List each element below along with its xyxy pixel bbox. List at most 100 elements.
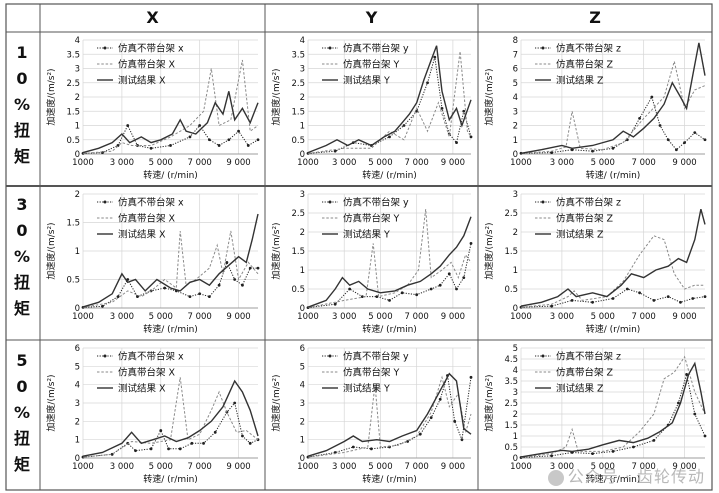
data-point — [455, 287, 458, 291]
y-tick-label: 2.5 — [504, 209, 518, 219]
x-tick-label: 5 000 — [368, 312, 392, 322]
x-tick-label: 1000 — [297, 158, 319, 168]
data-point — [134, 449, 137, 453]
legend-label: 测试结果 X — [118, 75, 166, 87]
legend-label: 仿真带台架 Z — [556, 213, 614, 225]
y-tick-label: 3.5 — [291, 50, 305, 60]
chart-svg: 0 0.5 1 1.5 2 2.5 3 1000 3 000 5 000 7 000 9 000 转速/… — [270, 190, 473, 335]
y-tick-label: 0 — [75, 304, 80, 314]
y-tick-label: 0.5 — [291, 136, 305, 146]
y-tick-label: 1 — [75, 122, 80, 132]
y-tick-label: 1 — [300, 122, 305, 132]
x-tick-label: 5 000 — [591, 312, 615, 322]
legend-label: 仿真不带台架 x — [118, 197, 184, 209]
y-tick-label: 1 — [513, 136, 518, 146]
data-point — [418, 432, 422, 436]
data-point — [632, 445, 635, 449]
x-tick-label: 7 000 — [631, 158, 655, 168]
x-tick-label: 3 000 — [332, 158, 356, 168]
data-point — [178, 447, 182, 451]
chart-svg: 0 1 2 3 4 5 6 1000 3 000 5 000 7 000 9 000 转速/ (r/mi… — [45, 344, 260, 485]
legend-label: 测试结果 Y — [343, 75, 390, 87]
y-tick-label: 2 — [513, 122, 518, 132]
x-tick-label: 9 000 — [226, 158, 250, 168]
data-point — [406, 440, 410, 443]
legend-marker — [103, 354, 107, 358]
series-line — [307, 375, 472, 458]
y-tick-label: 0 — [513, 150, 518, 160]
series-line — [520, 355, 706, 459]
y-tick-label: 0 — [513, 454, 518, 464]
x-tick-label: 1000 — [72, 462, 94, 472]
y-tick-label: 4 — [513, 93, 518, 103]
chart-svg: 0 0.5 1 1.5 2 2.5 3 1000 3 000 5 000 7 000 9 000 转速/… — [483, 190, 707, 335]
x-tick-label: 3 000 — [332, 312, 356, 322]
legend-label: 仿真不带台架 x — [118, 43, 184, 55]
x-tick-label: 1000 — [510, 462, 532, 472]
y-tick-label: 2 — [75, 190, 80, 200]
chart-panel: 0 0.5 1 1.5 2 2.5 3 1000 3 000 5 000 7 000 9 000 转速/… — [481, 188, 709, 338]
legend-marker — [541, 354, 545, 358]
x-tick-label: 9 000 — [672, 462, 696, 472]
y-tick-label: 3.5 — [66, 50, 80, 60]
x-tick-label: 3 000 — [332, 462, 356, 472]
y-axis-label: 加速度/(m/s²) — [45, 374, 57, 431]
data-point — [159, 429, 163, 432]
y-axis-label: 加速度/(m/s²) — [483, 222, 495, 279]
y-tick-label: 2 — [513, 228, 518, 238]
x-tick-label: 1000 — [297, 462, 319, 472]
legend-label: 仿真带台架 Z — [556, 59, 614, 71]
row-label-30pct: 3 0% 扭矩 — [13, 195, 31, 318]
series-line — [82, 261, 258, 308]
x-tick-label: 7 000 — [404, 312, 428, 322]
series-line — [307, 51, 472, 154]
y-axis-label: 加速度/(m/s²) — [270, 68, 282, 125]
legend-label: 仿真不带台架 y — [343, 43, 409, 55]
legend-label: 仿真带台架 X — [118, 59, 176, 71]
data-point — [388, 135, 391, 139]
data-point — [703, 138, 707, 142]
row-label-10pct: 1 0% 扭矩 — [13, 43, 31, 166]
x-tick-label: 9 000 — [672, 158, 696, 168]
series-line — [520, 361, 706, 458]
series-line — [520, 235, 705, 308]
legend-marker — [328, 200, 332, 204]
data-point — [438, 397, 442, 401]
chart-svg: 00.511.522.533.544.55 1000 3 000 5 000 7 000… — [483, 344, 707, 485]
data-point — [167, 447, 170, 451]
data-point — [256, 138, 260, 142]
y-tick-label: 1.5 — [66, 219, 80, 229]
legend-label: 仿真不带台架 z — [556, 43, 621, 55]
y-tick-label: 3 — [513, 388, 518, 398]
x-tick-label: 1000 — [510, 312, 532, 322]
chart-svg: 0 0.5 1 1.5 2 1000 3 000 5 000 7 000 9 000 转速/ (r/… — [45, 190, 260, 335]
x-axis-label: 转速/ (r/min) — [143, 169, 198, 181]
y-tick-label: 2.5 — [504, 399, 518, 409]
legend-label: 测试结果 Z — [556, 229, 604, 241]
x-tick-label: 9 000 — [441, 312, 465, 322]
x-axis-label: 转速/ (r/min) — [586, 323, 641, 335]
chart-panel: 0 1 2 3 4 5 6 1000 3 000 5 000 7 000 9 000 转速/ (r/mi… — [268, 342, 475, 488]
x-tick-label: 3 000 — [550, 312, 574, 322]
legend-label: 测试结果 Y — [343, 383, 390, 395]
y-tick-label: 6 — [300, 344, 305, 354]
data-point — [333, 302, 337, 306]
data-point — [611, 450, 615, 453]
series-line — [307, 243, 472, 309]
data-point — [666, 138, 670, 142]
legend-marker — [541, 200, 545, 204]
data-point — [415, 109, 419, 113]
data-point — [440, 107, 444, 110]
y-tick-label: 2 — [513, 410, 518, 420]
data-point — [198, 124, 202, 127]
data-point — [149, 447, 153, 451]
data-point — [703, 295, 707, 298]
x-tick-label: 5 000 — [149, 312, 173, 322]
data-point — [550, 454, 554, 458]
y-tick-label: 2.5 — [66, 79, 80, 89]
data-point — [415, 293, 419, 297]
legend-label: 测试结果 X — [118, 383, 166, 395]
y-tick-label: 2 — [300, 228, 305, 238]
data-point — [233, 401, 237, 405]
data-point — [453, 419, 457, 423]
